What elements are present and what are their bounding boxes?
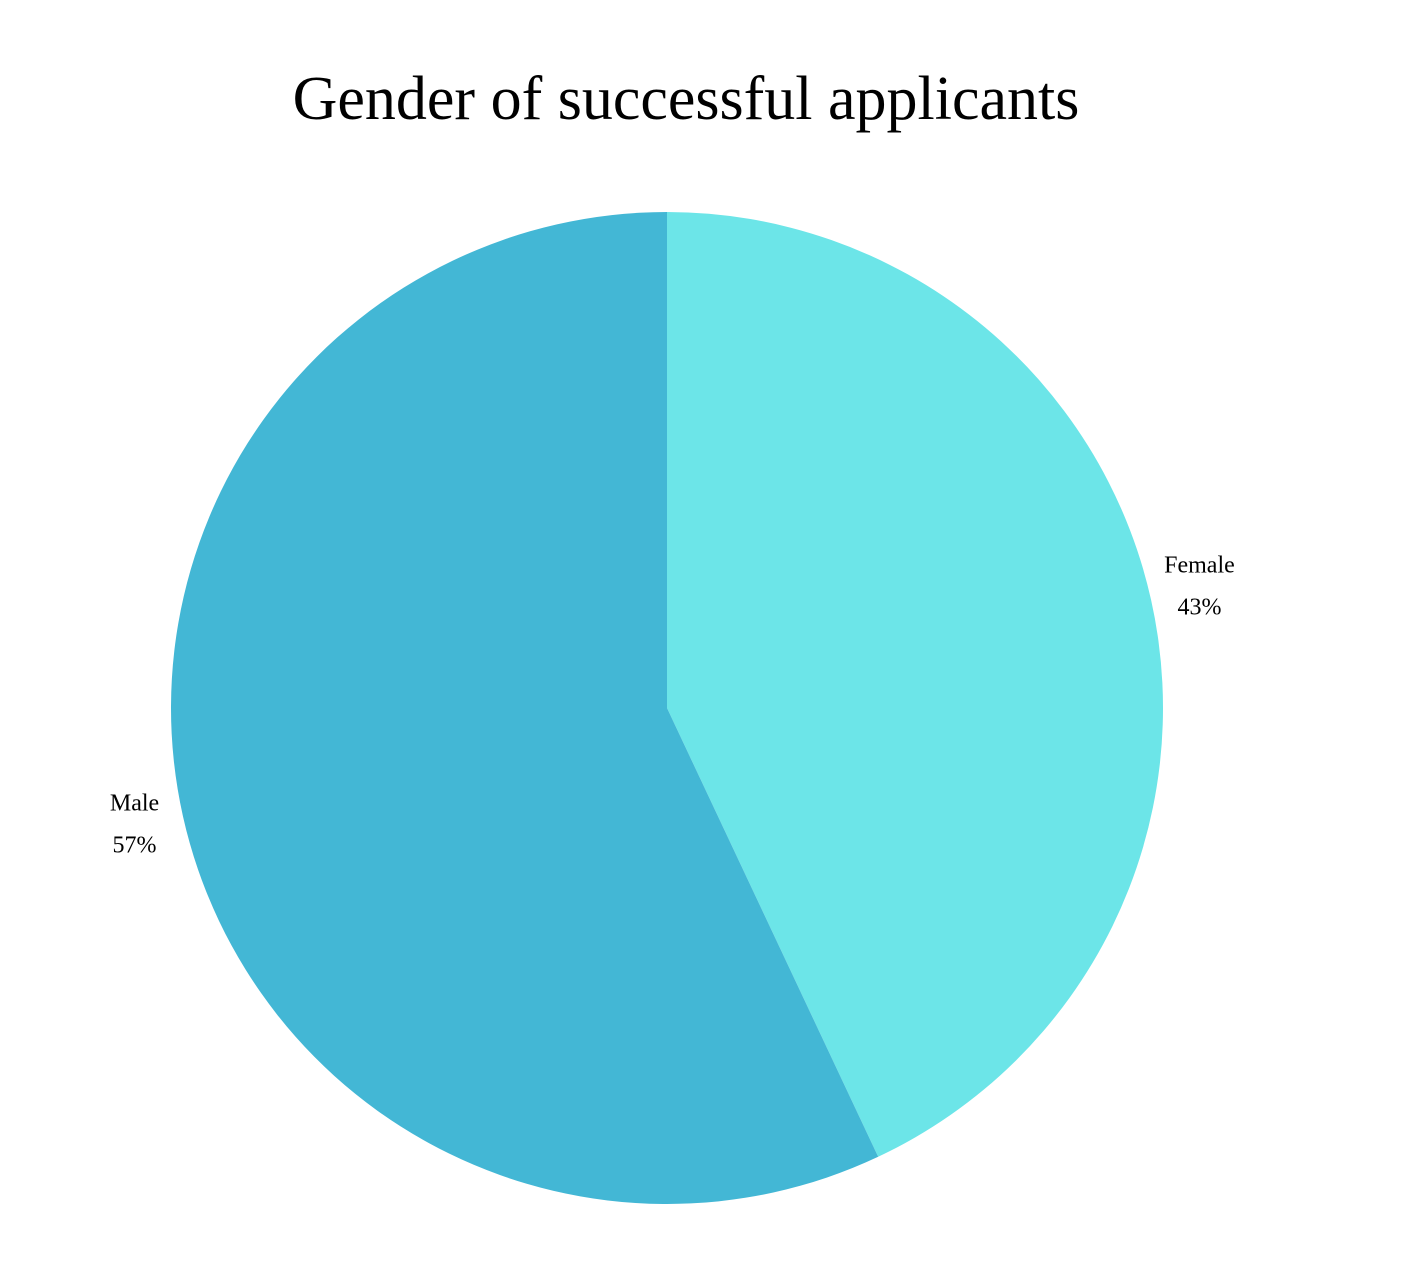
slice-value-label: 57% [113, 833, 157, 859]
slice-value-label: 43% [1177, 594, 1221, 620]
pie-slice [667, 212, 1163, 1157]
chart-title: Gender of successful applicants [293, 65, 1080, 133]
slice-label: Male [110, 791, 159, 817]
pie-slice [170, 212, 879, 1204]
slice-label: Female [1164, 552, 1235, 578]
